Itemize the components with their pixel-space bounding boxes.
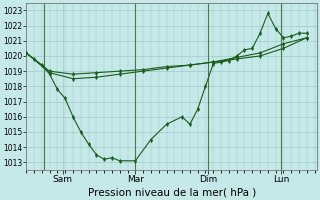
X-axis label: Pression niveau de la mer( hPa ): Pression niveau de la mer( hPa )	[88, 187, 256, 197]
